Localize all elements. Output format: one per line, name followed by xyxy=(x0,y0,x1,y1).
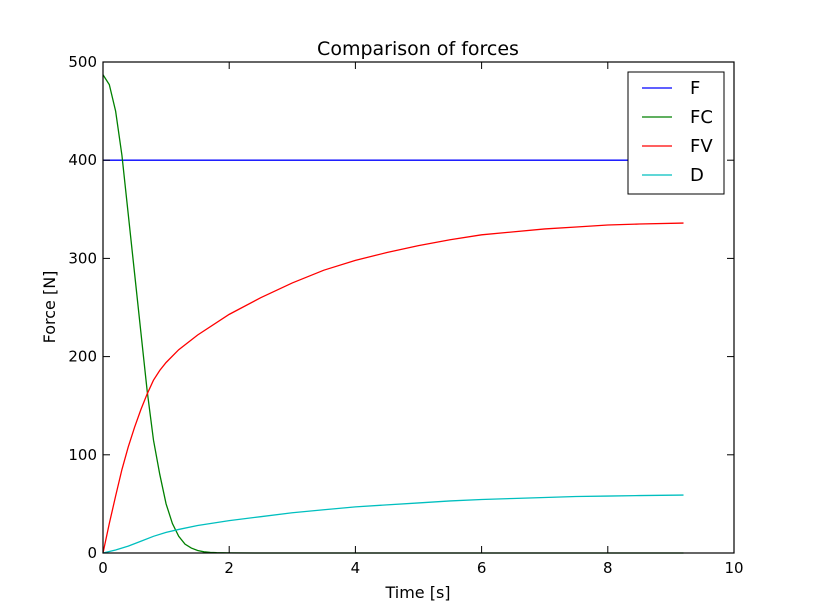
series-line-fv xyxy=(102,222,684,554)
legend-label-d: D xyxy=(690,165,704,186)
y-axis-label: Force [N] xyxy=(40,271,59,344)
legend: F FC FV D xyxy=(627,71,725,195)
legend-label-f: F xyxy=(690,78,700,99)
x-tick-label: 2 xyxy=(224,559,234,577)
y-tick-label: 500 xyxy=(68,53,97,71)
series-line-d xyxy=(102,494,684,554)
x-tick-label: 0 xyxy=(98,559,108,577)
legend-box xyxy=(627,71,725,195)
legend-label-fv: FV xyxy=(690,136,713,157)
y-tick-label: 0 xyxy=(87,544,97,562)
plot-frame xyxy=(102,61,735,554)
x-tick-label: 8 xyxy=(603,559,613,577)
y-tick-label: 100 xyxy=(68,446,97,464)
x-axis-label: Time [s] xyxy=(384,583,450,602)
y-tick-label: 300 xyxy=(68,249,97,267)
x-tick-label: 6 xyxy=(477,559,487,577)
x-tick-label: 10 xyxy=(724,559,743,577)
series-line-fc xyxy=(102,74,684,554)
x-tick-label: 4 xyxy=(351,559,361,577)
chart-title: Comparison of forces xyxy=(317,38,519,60)
y-tick-label: 200 xyxy=(68,348,97,366)
y-tick-label: 400 xyxy=(68,151,97,169)
legend-label-fc: FC xyxy=(690,107,713,128)
